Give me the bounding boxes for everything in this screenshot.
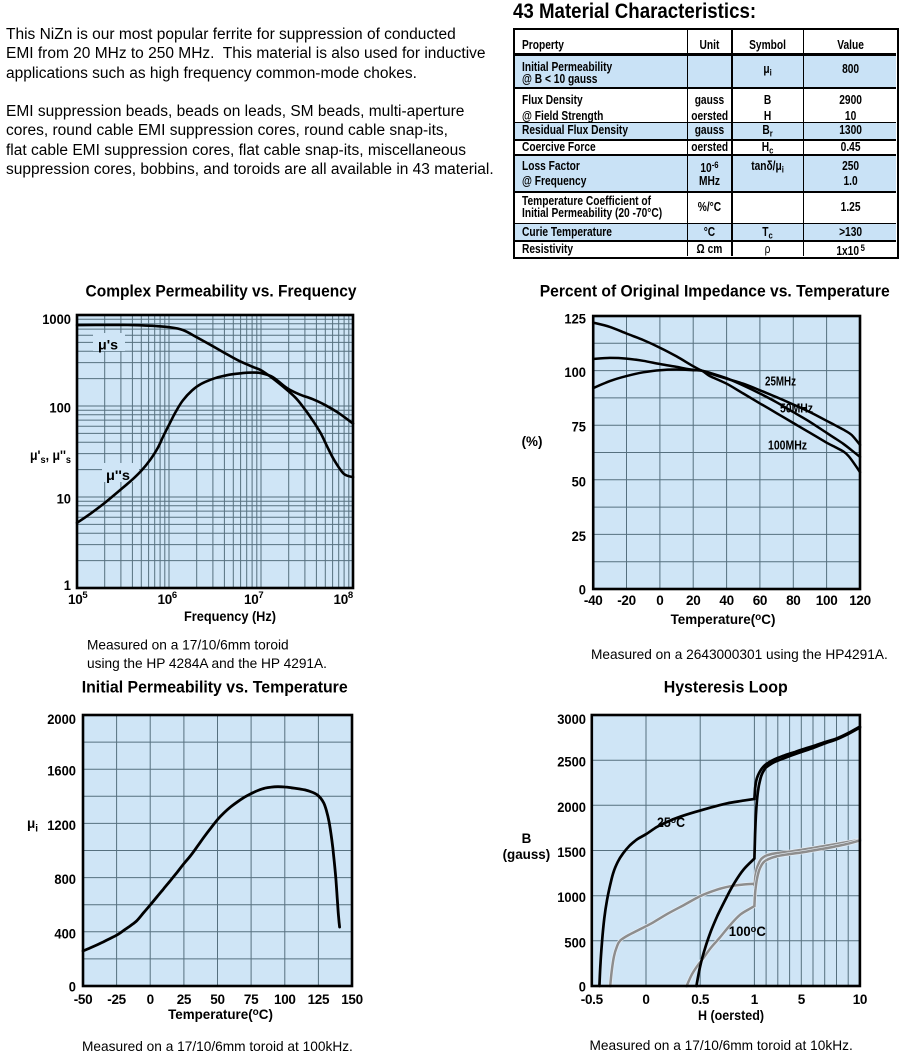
svg-text:(%): (%) (522, 434, 543, 449)
svg-text:25MHz: 25MHz (765, 374, 796, 389)
svg-text:800: 800 (54, 871, 76, 887)
svg-text:μ''s: μ''s (106, 467, 130, 483)
svg-text:μi: μi (27, 816, 38, 835)
svg-text:40: 40 (719, 593, 733, 608)
svg-text:0.5: 0.5 (691, 992, 710, 1007)
svg-text:-40: -40 (584, 593, 603, 608)
svg-text:75: 75 (572, 419, 587, 435)
svg-text:1200: 1200 (47, 817, 76, 833)
svg-text:Temperature(oC): Temperature(oC) (671, 612, 776, 627)
svg-text:5: 5 (798, 992, 806, 1007)
svg-text:Temperature(oC): Temperature(oC) (168, 1007, 273, 1022)
svg-text:25: 25 (572, 528, 587, 544)
svg-text:0: 0 (147, 992, 154, 1007)
svg-text:100oC: 100oC (729, 924, 766, 939)
svg-text:125: 125 (564, 311, 586, 327)
svg-text:75: 75 (244, 992, 259, 1007)
svg-text:80: 80 (786, 593, 800, 608)
svg-text:1: 1 (64, 577, 71, 593)
svg-text:Measured on a 17/10/6mm toroid: Measured on a 17/10/6mm toroid at 10kHz. (590, 1038, 853, 1053)
svg-text:using the HP 4284A and the HP: using the HP 4284A and the HP 4291A. (87, 656, 327, 671)
svg-text:106: 106 (158, 590, 177, 607)
svg-text:60: 60 (753, 593, 767, 608)
svg-text:2000: 2000 (47, 711, 76, 727)
svg-text:150: 150 (341, 992, 363, 1007)
svg-text:-20: -20 (617, 593, 636, 608)
svg-text:100MHz: 100MHz (768, 438, 807, 453)
svg-text:H (oersted): H (oersted) (698, 1008, 764, 1023)
svg-text:500: 500 (564, 934, 586, 950)
svg-text:400: 400 (54, 925, 76, 941)
svg-text:1600: 1600 (47, 763, 76, 779)
svg-text:0: 0 (579, 979, 586, 995)
svg-text:10: 10 (853, 992, 867, 1007)
svg-text:20: 20 (686, 593, 700, 608)
svg-text:Complex Permeability vs. Frequ: Complex Permeability vs. Frequency (86, 283, 358, 301)
svg-text:107: 107 (244, 590, 263, 607)
svg-text:100: 100 (274, 992, 296, 1007)
svg-text:0: 0 (642, 992, 649, 1007)
svg-text:100: 100 (816, 593, 838, 608)
svg-text:125: 125 (308, 992, 330, 1007)
svg-text:Percent of Original Impedance: Percent of Original Impedance vs. Temper… (540, 283, 890, 301)
svg-text:Measured on a 17/10/6mm toroid: Measured on a 17/10/6mm toroid (87, 638, 289, 653)
svg-text:Frequency (Hz): Frequency (Hz) (184, 609, 276, 624)
svg-text:Measured on a 2643000301 using: Measured on a 2643000301 using the HP429… (591, 647, 888, 662)
svg-text:50MHz: 50MHz (780, 401, 813, 416)
svg-text:10: 10 (57, 491, 72, 507)
svg-text:1: 1 (751, 992, 759, 1007)
svg-text:100: 100 (564, 364, 586, 380)
svg-text:2500: 2500 (557, 754, 586, 770)
svg-text:B: B (522, 831, 532, 846)
svg-text:2000: 2000 (557, 799, 586, 815)
svg-text:-50: -50 (74, 992, 93, 1007)
svg-text:100: 100 (49, 400, 71, 416)
svg-text:0: 0 (656, 593, 663, 608)
svg-text:120: 120 (849, 593, 871, 608)
svg-text:-25: -25 (107, 992, 126, 1007)
svg-text:25: 25 (177, 992, 192, 1007)
svg-text:Initial Permeability vs. Tempe: Initial Permeability vs. Temperature (82, 679, 348, 697)
svg-text:μ's, μ''s: μ's, μ''s (30, 448, 71, 466)
svg-text:50: 50 (572, 473, 587, 489)
svg-text:Hysteresis Loop: Hysteresis Loop (664, 679, 788, 697)
svg-text:μ's: μ's (98, 337, 118, 353)
svg-text:25oC: 25oC (657, 815, 685, 830)
svg-text:50: 50 (210, 992, 224, 1007)
svg-text:(gauss): (gauss) (503, 847, 551, 862)
svg-text:1000: 1000 (557, 889, 586, 905)
svg-text:108: 108 (334, 590, 353, 607)
svg-text:-0.5: -0.5 (581, 992, 604, 1007)
svg-text:1000: 1000 (42, 311, 71, 327)
svg-text:1500: 1500 (557, 844, 586, 860)
svg-text:3000: 3000 (557, 711, 586, 727)
svg-text:0: 0 (579, 582, 586, 598)
svg-text:Measured on a 17/10/6mm toroid: Measured on a 17/10/6mm toroid at 100kHz… (82, 1039, 353, 1054)
svg-text:0: 0 (69, 979, 76, 995)
svg-text:105: 105 (68, 590, 88, 607)
